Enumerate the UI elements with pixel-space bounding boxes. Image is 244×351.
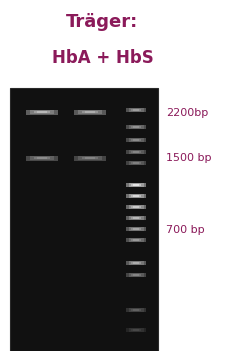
Text: Träger:: Träger:	[66, 13, 139, 31]
Bar	[126, 261, 146, 265]
Bar	[133, 163, 139, 164]
Text: HbA + HbS: HbA + HbS	[51, 49, 153, 67]
Bar	[131, 274, 141, 276]
Bar	[131, 139, 141, 141]
Bar	[129, 125, 143, 128]
Bar	[126, 138, 146, 142]
Bar	[129, 261, 143, 265]
Bar	[133, 151, 139, 153]
Bar	[30, 110, 54, 114]
Bar	[129, 151, 143, 154]
Bar	[129, 138, 143, 141]
Bar	[126, 125, 146, 129]
Bar	[126, 150, 146, 154]
Bar	[129, 238, 143, 241]
Bar	[74, 155, 106, 160]
Bar	[126, 108, 146, 112]
Bar	[126, 183, 146, 187]
Bar	[133, 229, 139, 230]
Bar	[133, 206, 139, 208]
Bar	[133, 110, 139, 111]
Bar	[82, 111, 98, 113]
Bar	[129, 227, 143, 231]
Bar	[129, 217, 143, 220]
Bar	[133, 329, 139, 331]
Bar	[131, 151, 141, 153]
Bar	[78, 156, 102, 160]
Text: 2200bp: 2200bp	[166, 108, 208, 118]
Bar	[129, 329, 143, 332]
Bar	[26, 155, 58, 160]
Bar	[37, 157, 47, 159]
Bar	[131, 206, 141, 208]
Bar	[131, 239, 141, 241]
Text: 1500 bp: 1500 bp	[166, 153, 212, 163]
Bar	[131, 126, 141, 128]
Bar	[131, 329, 141, 331]
Bar	[133, 262, 139, 264]
Bar	[126, 216, 146, 220]
Bar	[133, 139, 139, 141]
Bar	[131, 217, 141, 219]
Bar	[131, 184, 141, 186]
Bar	[82, 157, 98, 159]
Bar	[34, 157, 50, 159]
Bar	[129, 194, 143, 198]
Bar	[78, 110, 102, 114]
Bar	[131, 309, 141, 311]
Bar	[26, 110, 58, 114]
Bar	[30, 156, 54, 160]
Bar	[126, 238, 146, 242]
Bar	[129, 161, 143, 165]
Bar	[131, 109, 141, 111]
Bar	[126, 194, 146, 198]
Bar	[131, 162, 141, 164]
Bar	[126, 227, 146, 231]
Bar	[129, 184, 143, 187]
Bar	[133, 196, 139, 197]
Bar	[126, 328, 146, 332]
Bar	[133, 217, 139, 219]
Bar	[133, 274, 139, 276]
Bar	[129, 309, 143, 312]
Bar	[133, 309, 139, 311]
Bar	[129, 273, 143, 277]
Bar	[131, 262, 141, 264]
Bar	[131, 195, 141, 197]
Bar	[126, 308, 146, 312]
Bar	[74, 110, 106, 114]
Bar	[34, 111, 50, 113]
Bar	[131, 228, 141, 230]
Bar	[133, 184, 139, 186]
Bar	[126, 161, 146, 165]
Bar	[85, 111, 95, 113]
Bar	[10, 88, 158, 351]
Bar	[133, 126, 139, 128]
Bar	[133, 239, 139, 241]
Bar	[37, 111, 47, 113]
Text: 700 bp: 700 bp	[166, 225, 205, 235]
Bar	[129, 205, 143, 208]
Bar	[126, 273, 146, 277]
Bar	[126, 205, 146, 209]
Bar	[85, 157, 95, 159]
Bar	[129, 108, 143, 112]
